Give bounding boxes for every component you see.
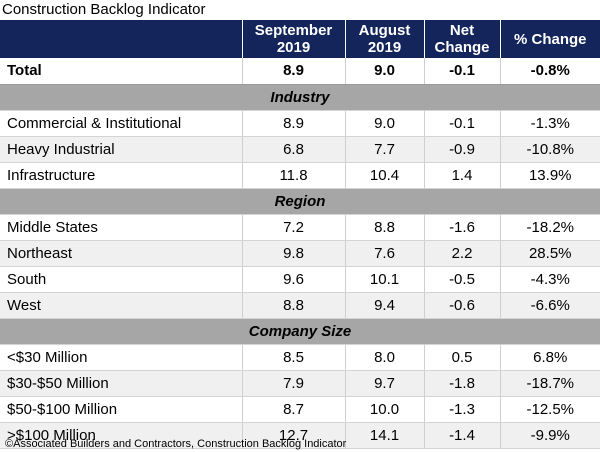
total-row: Total 8.9 9.0 -0.1 -0.8%: [0, 58, 600, 85]
table-title: Construction Backlog Indicator: [2, 1, 206, 18]
cell-september: 8.9: [241, 58, 345, 85]
cell-pct-change: -1.3%: [499, 110, 600, 137]
cell-net-change: -1.6: [423, 214, 500, 241]
table-row: Infrastructure 11.8 10.4 1.4 13.9%: [0, 162, 600, 189]
section-header-industry: Industry: [0, 84, 600, 111]
header-august-line1: August: [358, 22, 411, 39]
cell-pct-change: 13.9%: [499, 162, 600, 189]
section-header-region: Region: [0, 188, 600, 215]
cell-august: 9.0: [344, 58, 424, 85]
cell-pct-change: 28.5%: [499, 240, 600, 267]
header-august-line2: 2019: [367, 39, 402, 56]
table-row: <$30 Million 8.5 8.0 0.5 6.8%: [0, 344, 600, 371]
cell-august: 10.1: [344, 266, 424, 293]
cell-september: 8.7: [241, 396, 345, 423]
row-label: Middle States: [0, 214, 242, 241]
cell-net-change: -0.9: [423, 136, 500, 163]
row-label: Infrastructure: [0, 162, 242, 189]
row-label: $50-$100 Million: [0, 396, 242, 423]
cell-pct-change: -12.5%: [499, 396, 600, 423]
cell-august: 10.0: [344, 396, 424, 423]
cell-net-change: -0.1: [423, 110, 500, 137]
header-pct-change: % Change: [499, 20, 600, 58]
cell-net-change: 1.4: [423, 162, 500, 189]
row-label: South: [0, 266, 242, 293]
cell-pct-change: -18.7%: [499, 370, 600, 397]
cell-september: 11.8: [241, 162, 345, 189]
header-september-2019: September 2019: [241, 20, 345, 58]
table-row: $50-$100 Million 8.7 10.0 -1.3 -12.5%: [0, 396, 600, 423]
cell-september: 12.7: [241, 422, 345, 449]
table-row: Middle States 7.2 8.8 -1.6 -18.2%: [0, 214, 600, 241]
row-label: <$30 Million: [0, 344, 242, 371]
table-row: Commercial & Institutional 8.9 9.0 -0.1 …: [0, 110, 600, 137]
section-title: Industry: [0, 84, 600, 111]
cell-august: 8.0: [344, 344, 424, 371]
header-net-line2: Change: [434, 39, 490, 56]
cell-august: 9.0: [344, 110, 424, 137]
header-net-change: Net Change: [423, 20, 500, 58]
header-august-2019: August 2019: [344, 20, 424, 58]
cell-september: 8.9: [241, 110, 345, 137]
section-title: Company Size: [0, 318, 600, 345]
header-net-line1: Net: [449, 22, 475, 39]
section-header-company-size: Company Size: [0, 318, 600, 345]
cell-net-change: -1.4: [423, 422, 500, 449]
section-title: Region: [0, 188, 600, 215]
cell-net-change: -0.6: [423, 292, 500, 319]
cell-september: 9.6: [241, 266, 345, 293]
cell-net-change: -0.5: [423, 266, 500, 293]
cell-september: 6.8: [241, 136, 345, 163]
table-header: September 2019 August 2019 Net Change % …: [0, 20, 600, 58]
row-label: West: [0, 292, 242, 319]
table-row: >$100 Million 12.7 14.1 -1.4 -9.9%: [0, 422, 600, 449]
row-label: Total: [0, 58, 242, 85]
cell-september: 9.8: [241, 240, 345, 267]
header-september-line1: September: [254, 22, 333, 39]
row-label: Northeast: [0, 240, 242, 267]
cell-net-change: -1.3: [423, 396, 500, 423]
table-row: Heavy Industrial 6.8 7.7 -0.9 -10.8%: [0, 136, 600, 163]
cell-net-change: 2.2: [423, 240, 500, 267]
cell-august: 8.8: [344, 214, 424, 241]
header-september-line2: 2019: [276, 39, 311, 56]
cell-pct-change: -4.3%: [499, 266, 600, 293]
cell-pct-change: 6.8%: [499, 344, 600, 371]
cell-pct-change: -0.8%: [499, 58, 600, 85]
table-row: Northeast 9.8 7.6 2.2 28.5%: [0, 240, 600, 267]
cell-pct-change: -6.6%: [499, 292, 600, 319]
row-label: Heavy Industrial: [0, 136, 242, 163]
cell-pct-change: -9.9%: [499, 422, 600, 449]
cell-september: 7.9: [241, 370, 345, 397]
table-row: $30-$50 Million 7.9 9.7 -1.8 -18.7%: [0, 370, 600, 397]
cell-august: 7.7: [344, 136, 424, 163]
cell-september: 7.2: [241, 214, 345, 241]
source-note: ©Associated Builders and Contractors, Co…: [5, 438, 347, 450]
cell-pct-change: -18.2%: [499, 214, 600, 241]
backlog-table: September 2019 August 2019 Net Change % …: [0, 20, 600, 449]
row-label: Commercial & Institutional: [0, 110, 242, 137]
row-label: >$100 Million: [0, 422, 242, 449]
table-body: Total 8.9 9.0 -0.1 -0.8% Industry Commer…: [0, 58, 600, 449]
cell-august: 9.4: [344, 292, 424, 319]
cell-net-change: 0.5: [423, 344, 500, 371]
cell-net-change: -0.1: [423, 58, 500, 85]
cell-august: 9.7: [344, 370, 424, 397]
cell-pct-change: -10.8%: [499, 136, 600, 163]
cell-august: 10.4: [344, 162, 424, 189]
cell-august: 14.1: [344, 422, 424, 449]
header-label: [0, 20, 242, 58]
cell-september: 8.8: [241, 292, 345, 319]
row-label: $30-$50 Million: [0, 370, 242, 397]
table-row: West 8.8 9.4 -0.6 -6.6%: [0, 292, 600, 319]
header-row: September 2019 August 2019 Net Change % …: [0, 20, 600, 58]
table-row: South 9.6 10.1 -0.5 -4.3%: [0, 266, 600, 293]
cell-august: 7.6: [344, 240, 424, 267]
cell-net-change: -1.8: [423, 370, 500, 397]
cell-september: 8.5: [241, 344, 345, 371]
